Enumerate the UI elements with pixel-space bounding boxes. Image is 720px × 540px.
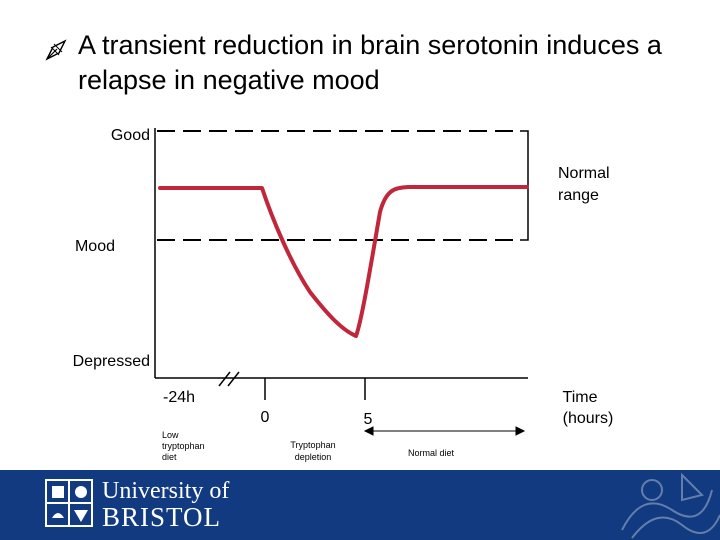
university-crest-icon [45, 479, 93, 527]
phase-label-normal: Normal diet [408, 448, 455, 458]
university-line2: BRISTOL [102, 502, 222, 532]
footer-bar [0, 470, 720, 540]
university-line1: University of [102, 478, 230, 504]
x-tick-label-0: 0 [261, 409, 270, 426]
axis-break-mark [227, 371, 240, 387]
phase-label-depletion-line1: Tryptophan [290, 440, 335, 450]
phase-label-low-line1: Low [162, 430, 179, 440]
x-axis-label-line2: (hours) [563, 410, 614, 427]
mood-chart: Good Depressed Mood Normal range -24h 0 … [73, 127, 614, 462]
pen-nib-icon [45, 39, 67, 61]
phase-label-depletion-line2: depletion [295, 452, 332, 462]
mood-curve [158, 185, 529, 338]
x-tick-label-5: 5 [364, 411, 373, 428]
decorative-pattern-icon [621, 472, 720, 539]
y-axis-label: Mood [75, 238, 115, 255]
x-tick-label-minus24: -24h [163, 389, 195, 406]
university-wordmark: University of BRISTOL [102, 478, 230, 532]
x-axis-label-line1: Time [563, 389, 598, 406]
normal-range-label-line1: Normal [558, 165, 610, 182]
phase-label-low-line3: diet [162, 452, 177, 462]
y-tick-depressed: Depressed [73, 353, 150, 370]
axis-break-mark [218, 371, 231, 387]
phase-label-low-line2: tryptophan [162, 441, 205, 451]
slide-title: A transient reduction in brain serotonin… [78, 30, 662, 95]
phase-arrows [363, 426, 526, 436]
normal-range-label-line2: range [558, 187, 599, 204]
y-tick-good: Good [111, 127, 150, 144]
